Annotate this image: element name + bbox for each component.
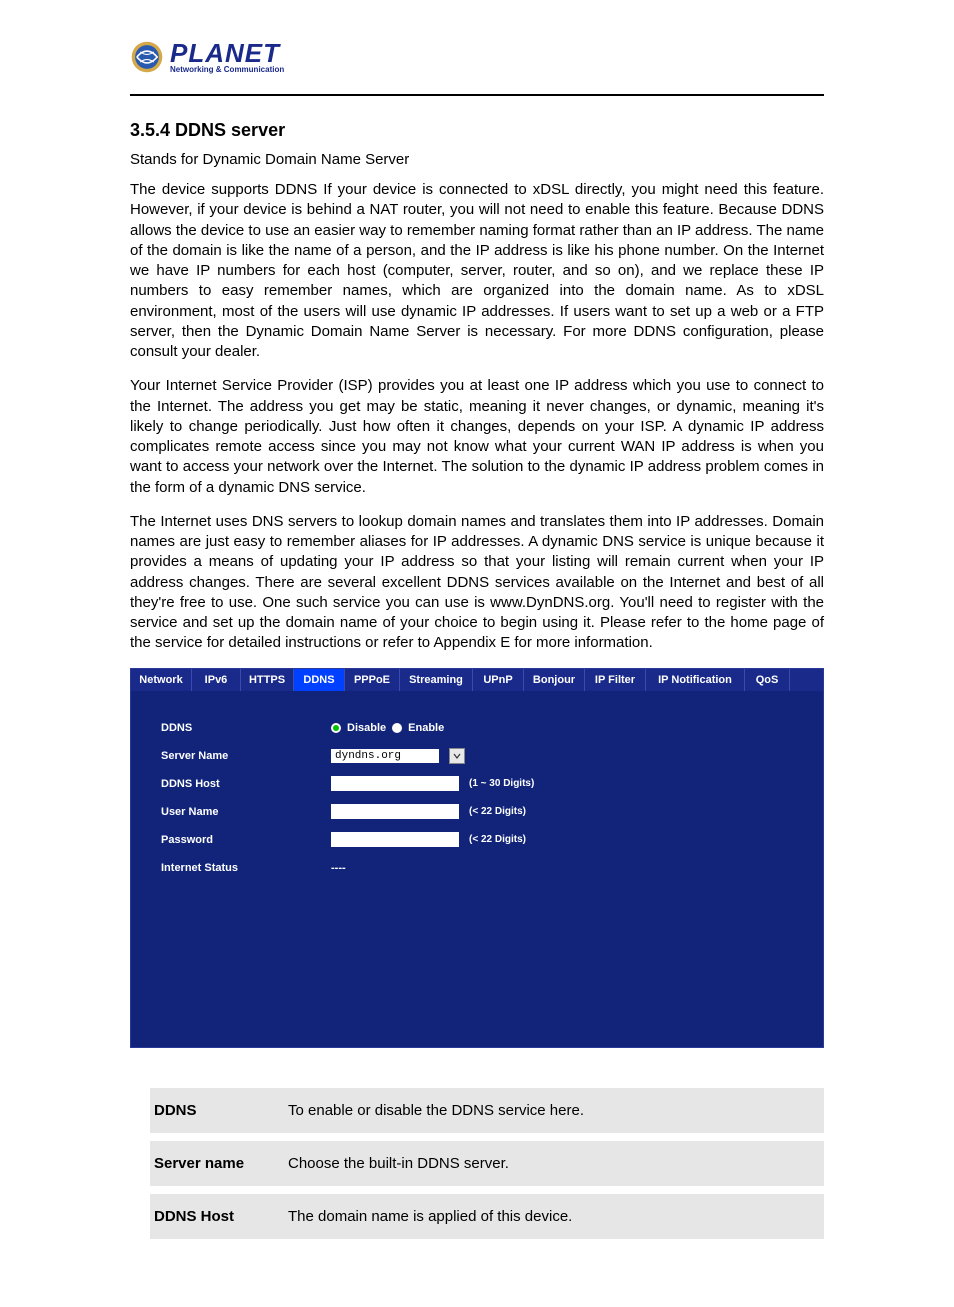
brand-tagline: Networking & Communication: [170, 66, 284, 74]
tab-pppoe[interactable]: PPPoE: [345, 669, 400, 691]
brand-logo: PLANET Networking & Communication: [130, 40, 824, 74]
tab-qos[interactable]: QoS: [745, 669, 790, 691]
desc-row: DDNSTo enable or disable the DDNS servic…: [130, 1088, 824, 1133]
password-input[interactable]: [331, 832, 459, 847]
network-tabs: NetworkIPv6HTTPSDDNSPPPoEStreamingUPnPBo…: [131, 669, 823, 691]
server-name-select[interactable]: dyndns.org: [331, 749, 439, 763]
user-name-hint: (< 22 Digits): [469, 806, 526, 817]
desc-value: The domain name is applied of this devic…: [284, 1194, 824, 1239]
desc-row: Server nameChoose the built-in DDNS serv…: [130, 1141, 824, 1186]
server-name-dropdown-button[interactable]: [449, 748, 465, 764]
tab-ip-filter[interactable]: IP Filter: [585, 669, 646, 691]
ddns-enable-radio[interactable]: [392, 723, 402, 733]
globe-icon: [130, 40, 164, 74]
password-label: Password: [161, 834, 331, 846]
desc-gutter: [130, 1194, 150, 1239]
ddns-enable-label: Enable: [408, 722, 444, 734]
ddns-host-label: DDNS Host: [161, 778, 331, 790]
header-rule: [130, 94, 824, 96]
network-panel-body: DDNS Disable Enable Server Name dyndns.o…: [131, 691, 823, 1047]
desc-value: To enable or disable the DDNS service he…: [284, 1088, 824, 1133]
tab-upnp[interactable]: UPnP: [473, 669, 524, 691]
chevron-down-icon: [453, 752, 461, 760]
tab-https[interactable]: HTTPS: [241, 669, 294, 691]
tab-streaming[interactable]: Streaming: [400, 669, 473, 691]
tab-network[interactable]: Network: [131, 669, 192, 691]
ddns-host-input[interactable]: [331, 776, 459, 791]
internet-status-value: ----: [331, 862, 346, 874]
tab-ipv6[interactable]: IPv6: [192, 669, 241, 691]
tab-ddns[interactable]: DDNS: [294, 669, 345, 691]
desc-value: Choose the built-in DDNS server.: [284, 1141, 824, 1186]
password-hint: (< 22 Digits): [469, 834, 526, 845]
user-name-label: User Name: [161, 806, 331, 818]
desc-gutter: [130, 1088, 150, 1133]
network-settings-panel: NetworkIPv6HTTPSDDNSPPPoEStreamingUPnPBo…: [130, 668, 824, 1048]
section-title: 3.5.4 DDNS server: [130, 120, 824, 141]
section-subtitle: Stands for Dynamic Domain Name Server: [130, 151, 824, 168]
user-name-input[interactable]: [331, 804, 459, 819]
ddns-disable-radio[interactable]: [331, 723, 341, 733]
ddns-host-hint: (1 ~ 30 Digits): [469, 778, 534, 789]
desc-key: DDNS: [150, 1088, 284, 1133]
page-header: PLANET Networking & Communication: [0, 40, 954, 84]
desc-key: Server name: [150, 1141, 284, 1186]
desc-key: DDNS Host: [150, 1194, 284, 1239]
internet-status-label: Internet Status: [161, 862, 331, 874]
ddns-disable-label: Disable: [347, 722, 386, 734]
paragraph-1: The device supports DDNS If your device …: [130, 180, 824, 362]
tab-bonjour[interactable]: Bonjour: [524, 669, 585, 691]
ddns-label: DDNS: [161, 722, 331, 734]
desc-row: DDNS HostThe domain name is applied of t…: [130, 1194, 824, 1239]
brand-name: PLANET: [170, 40, 284, 66]
field-description-table: DDNSTo enable or disable the DDNS servic…: [130, 1088, 824, 1239]
tab-ip-notification[interactable]: IP Notification: [646, 669, 745, 691]
paragraph-2: Your Internet Service Provider (ISP) pro…: [130, 376, 824, 498]
server-name-label: Server Name: [161, 750, 331, 762]
paragraph-3: The Internet uses DNS servers to lookup …: [130, 512, 824, 654]
desc-gutter: [130, 1141, 150, 1186]
